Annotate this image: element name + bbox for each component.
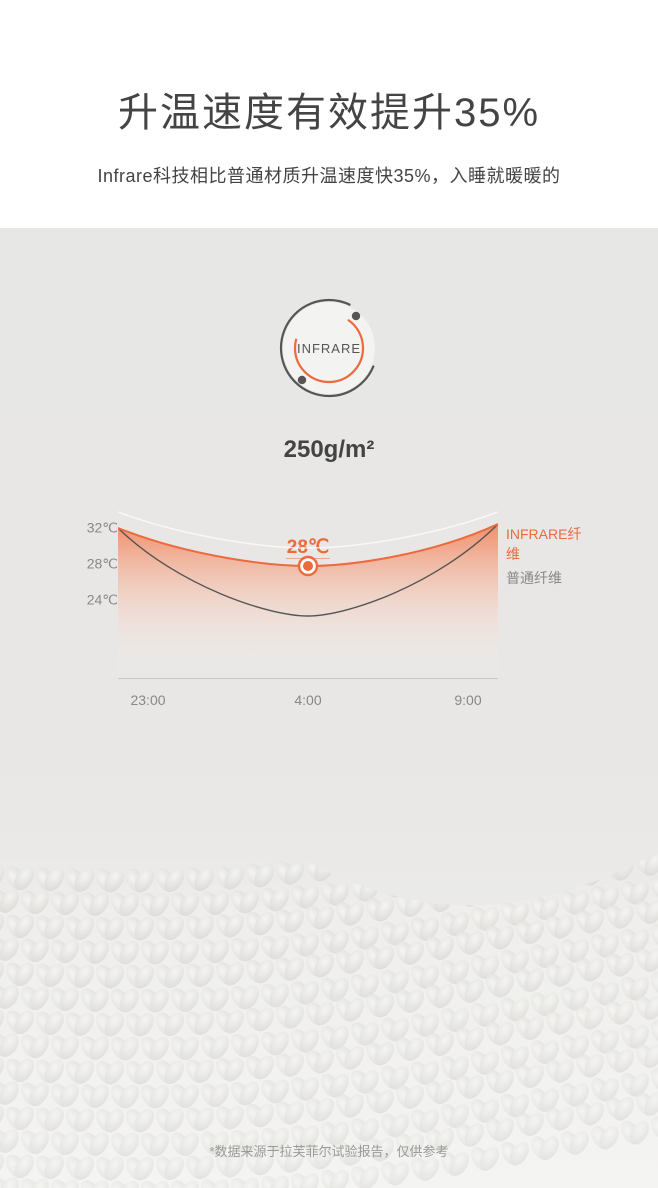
chart-y-tick: 32℃ xyxy=(87,520,118,537)
chart-x-axis-line xyxy=(118,678,498,679)
chart-svg xyxy=(118,508,498,678)
legend-infrare: INFRARE纤维 xyxy=(506,524,590,564)
page-subtitle: Infrare科技相比普通材质升温速度快35%，入睡就暖暖的 xyxy=(30,162,628,188)
infrare-badge: INFRARE 250g/m² xyxy=(269,288,389,464)
chart-legend: INFRARE纤维 普通纤维 xyxy=(506,524,590,588)
chart-y-tick: 24℃ xyxy=(87,592,118,609)
knit-texture xyxy=(0,698,658,1188)
badge-weight: 250g/m² xyxy=(269,436,389,464)
main-section: INFRARE 250g/m² 32℃28℃24℃ 28℃ 23:004: xyxy=(0,228,658,1188)
svg-text:INFRARE: INFRARE xyxy=(297,341,361,356)
temperature-chart: 32℃28℃24℃ 28℃ 23:004:009:00 INFRARE纤维 xyxy=(70,508,590,708)
chart-plot xyxy=(118,508,498,678)
infrare-logo-icon: INFRARE xyxy=(269,288,389,408)
footnote: *数据来源于拉芙菲尔试验报告，仅供参考 xyxy=(0,1141,658,1160)
page-title: 升温速度有效提升35% xyxy=(30,80,628,138)
legend-normal: 普通纤维 xyxy=(506,568,590,588)
header-section: 升温速度有效提升35% Infrare科技相比普通材质升温速度快35%，入睡就暖… xyxy=(0,0,658,228)
chart-y-tick: 28℃ xyxy=(87,556,118,573)
